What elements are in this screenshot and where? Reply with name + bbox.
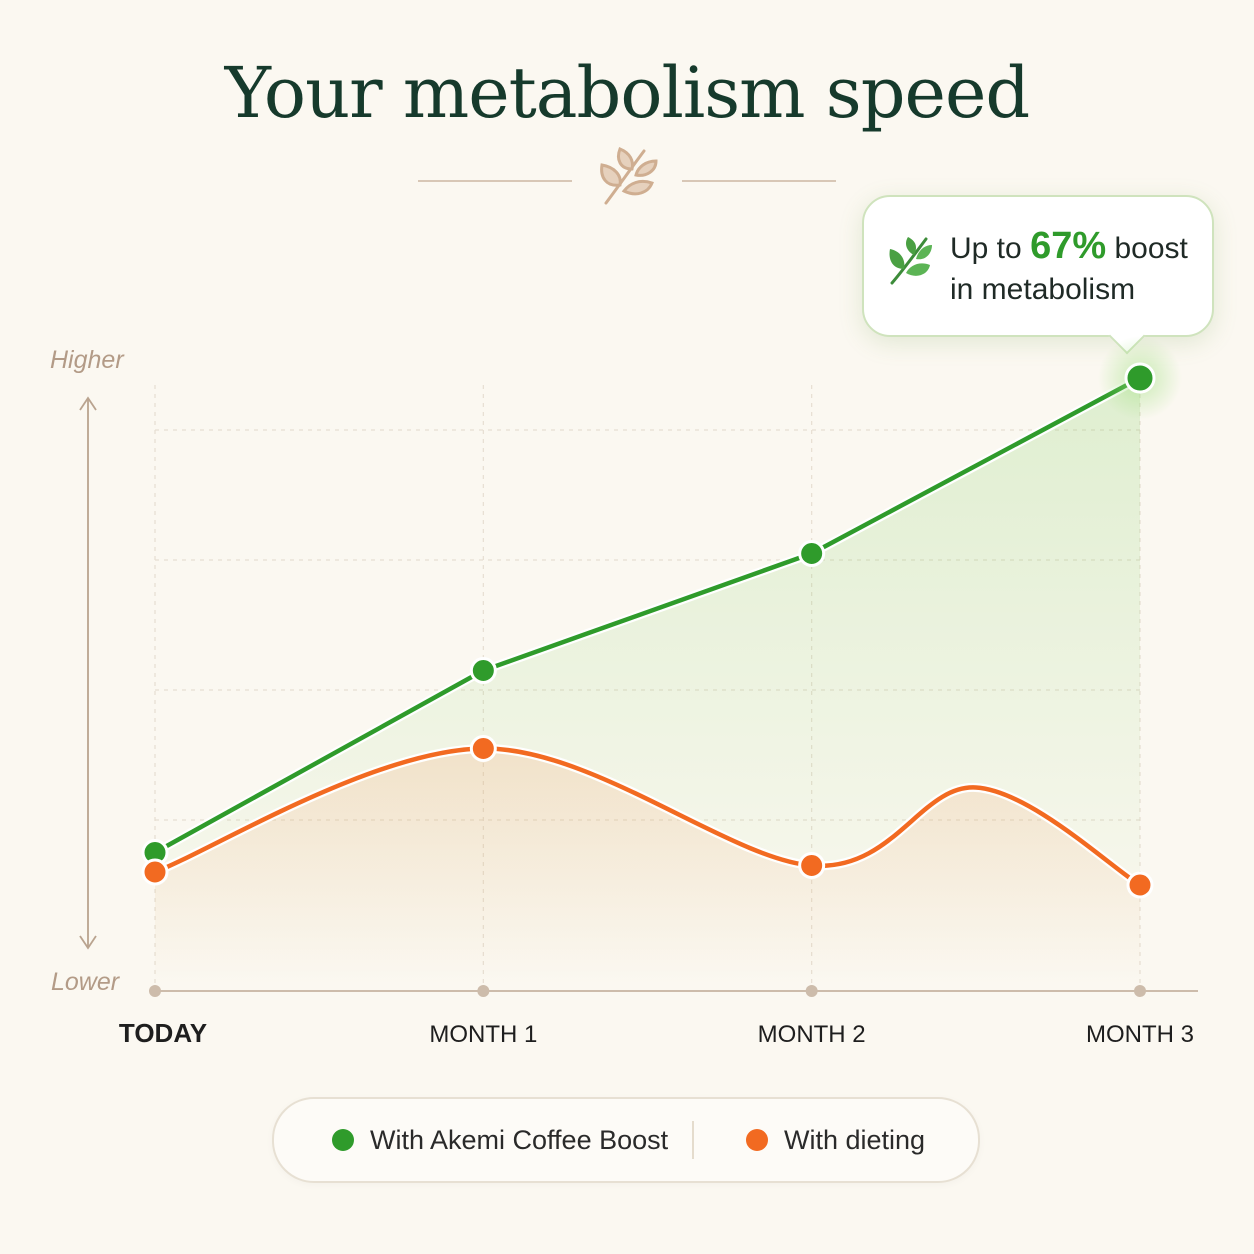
series-fills	[155, 378, 1140, 985]
legend-label-akemi: With Akemi Coffee Boost	[370, 1125, 669, 1155]
y-axis-bottom-label: Lower	[51, 968, 120, 996]
x-axis-tick-dot	[149, 985, 161, 997]
x-axis-tick-dot	[477, 985, 490, 997]
data-point-akemi	[1124, 362, 1156, 394]
series-fill-dieting	[155, 748, 1140, 985]
y-axis-top-label: Higher	[50, 346, 124, 374]
leaf-icon	[889, 237, 932, 285]
data-point-dieting	[798, 852, 826, 879]
legend-dot-dieting	[746, 1129, 768, 1151]
x-tick-label: MONTH 1	[429, 1021, 537, 1048]
y-arrow-up-icon	[79, 396, 97, 411]
x-tick-labels: TODAY MONTH 1 MONTH 2 MONTH 3	[119, 1018, 1194, 1048]
data-point-dieting	[141, 858, 169, 886]
data-point-akemi	[469, 657, 497, 684]
data-point-dieting	[1126, 871, 1154, 899]
x-axis-tick-dot	[1134, 985, 1146, 997]
x-tick-label: MONTH 2	[758, 1021, 866, 1048]
wheat-icon	[600, 147, 658, 205]
callout-bubble: Up to 67% boost in metabolism	[862, 195, 1214, 355]
chart-title: Your metabolism speed	[224, 52, 1030, 134]
data-point-dieting	[469, 735, 497, 762]
callout-line-1: Up to 67% boost	[950, 225, 1188, 268]
chart-axes	[79, 396, 1198, 997]
legend-separator	[692, 1121, 694, 1159]
series-lines	[150, 373, 1145, 890]
callout-prefix: Up to	[950, 232, 1022, 265]
y-arrow-down-icon	[79, 935, 97, 950]
series-line-akemi	[152, 375, 1143, 855]
x-axis-tick-dot	[805, 985, 818, 997]
data-point-akemi	[798, 540, 826, 567]
series-line-dieting	[152, 746, 1143, 888]
series-points	[141, 336, 1182, 899]
x-tick-label: TODAY	[119, 1018, 207, 1048]
callout-suffix: boost	[1114, 232, 1188, 265]
chart-legend: With Akemi Coffee Boost With dieting	[272, 1097, 980, 1183]
x-tick-label: MONTH 3	[1086, 1021, 1194, 1048]
legend-dot-akemi	[332, 1129, 354, 1151]
legend-label-dieting: With dieting	[784, 1125, 926, 1155]
title-divider	[418, 147, 836, 205]
callout-percentage: 67%	[1030, 225, 1107, 267]
callout-line-2: in metabolism	[950, 273, 1136, 306]
